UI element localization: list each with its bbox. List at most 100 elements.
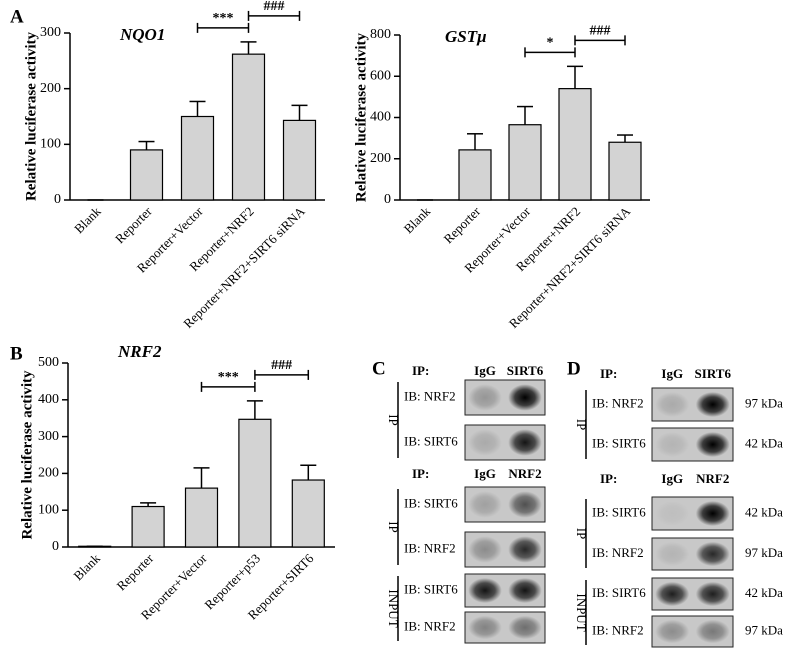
y-axis-label: Relative luciferase activity <box>19 370 35 540</box>
blot-band <box>508 615 542 640</box>
y-tick-label: 200 <box>38 466 59 481</box>
significance-label: ### <box>271 358 292 373</box>
group-label: IP <box>386 521 401 533</box>
y-tick-label: 600 <box>370 68 391 83</box>
y-tick-label: 0 <box>54 192 61 207</box>
bar <box>558 88 592 201</box>
blot-band <box>695 391 730 418</box>
chart-title: NRF2 <box>117 342 162 361</box>
blot-band <box>508 491 542 518</box>
panel-label: D <box>567 358 581 379</box>
significance-label: *** <box>213 11 234 26</box>
blot-row-label: IB: NRF2 <box>592 395 644 410</box>
blot-row-label: IB: NRF2 <box>404 388 456 403</box>
blot-band <box>468 491 502 518</box>
group-label: INPUT <box>574 593 589 631</box>
molecular-weight: 97 kDa <box>745 545 783 560</box>
y-tick-label: 300 <box>38 429 59 444</box>
molecular-weight: 97 kDa <box>745 622 783 637</box>
blot-band <box>695 581 730 607</box>
y-tick-label: 200 <box>370 151 391 166</box>
bar <box>508 124 542 201</box>
blot-band <box>468 429 502 456</box>
y-tick-label: 100 <box>38 502 59 517</box>
x-tick-label: Reporter <box>112 203 155 246</box>
blot-band <box>508 536 542 563</box>
significance-label: * <box>547 36 554 51</box>
blot-band <box>695 431 730 458</box>
blot-row-label: IB: SIRT6 <box>592 585 646 600</box>
blot-row-label: IB: NRF2 <box>404 618 456 633</box>
x-tick-label: Blank <box>401 203 434 236</box>
y-tick-label: 0 <box>384 192 391 207</box>
y-tick-label: 100 <box>40 137 61 152</box>
bar <box>231 53 266 201</box>
significance-label: ### <box>264 0 285 14</box>
group-label: IP <box>386 414 401 426</box>
blot-row-label: IB: SIRT6 <box>404 581 458 596</box>
blot-row-label: IB: SIRT6 <box>592 504 646 519</box>
bar <box>238 418 272 548</box>
lane-label: IgG <box>474 363 496 378</box>
molecular-weight: 97 kDa <box>745 395 783 410</box>
bar <box>282 119 317 201</box>
blot-band <box>695 500 730 527</box>
bar <box>184 487 219 548</box>
y-axis-label: Relative luciferase activity <box>23 31 39 201</box>
lane-label: IgG <box>661 366 683 381</box>
blot-band <box>655 619 690 644</box>
blot-band <box>468 536 502 563</box>
x-tick-label: Blank <box>70 550 103 583</box>
blot-row-label: IB: NRF2 <box>592 545 644 560</box>
blot-band <box>655 541 690 567</box>
significance-label: ### <box>590 24 611 39</box>
group-label: IP <box>574 528 589 540</box>
blot-row-label: IB: SIRT6 <box>404 495 458 510</box>
ip-label: IP: <box>412 466 429 481</box>
ip-label: IP: <box>412 363 429 378</box>
bar <box>180 115 215 201</box>
y-tick-label: 800 <box>370 27 391 42</box>
lane-label: IgG <box>661 471 683 486</box>
lane-label: IgG <box>474 466 496 481</box>
x-tick-label: Reporter <box>440 203 483 246</box>
molecular-weight: 42 kDa <box>745 435 783 450</box>
molecular-weight: 42 kDa <box>745 585 783 600</box>
chart-title: GSTμ <box>445 27 487 46</box>
bar <box>129 149 164 201</box>
bar <box>458 149 492 201</box>
panel-label: B <box>10 343 23 364</box>
y-tick-label: 300 <box>40 25 61 40</box>
significance-label: *** <box>218 370 239 385</box>
blot-band <box>655 500 690 527</box>
lane-label: NRF2 <box>508 466 541 481</box>
x-tick-label: Reporter <box>114 550 157 593</box>
y-tick-label: 0 <box>52 539 59 554</box>
panel-label: C <box>372 358 386 379</box>
blot-band <box>655 581 690 607</box>
y-tick-label: 400 <box>370 110 391 125</box>
panel-label: A <box>10 6 24 27</box>
y-tick-label: 500 <box>38 355 59 370</box>
lane-label: NRF2 <box>696 471 729 486</box>
lane-label: SIRT6 <box>695 366 732 381</box>
blot-band <box>468 384 502 411</box>
lane-label: SIRT6 <box>507 363 544 378</box>
group-label: IP <box>574 419 589 431</box>
blot-row-label: IB: SIRT6 <box>592 435 646 450</box>
chart-title: NQO1 <box>119 25 165 44</box>
y-tick-label: 200 <box>40 81 61 96</box>
ip-label: IP: <box>600 471 617 486</box>
group-label: INPUT <box>386 589 401 627</box>
blot-row-label: IB: SIRT6 <box>404 433 458 448</box>
y-axis-label: Relative luciferase activity <box>353 32 369 202</box>
blot-row-label: IB: NRF2 <box>404 540 456 555</box>
bar <box>608 141 642 201</box>
blot-band <box>695 541 730 567</box>
blot-band <box>508 429 542 456</box>
blot-band <box>508 384 542 411</box>
blot-band <box>508 577 542 604</box>
blot-band <box>468 577 502 604</box>
bar <box>291 479 325 548</box>
